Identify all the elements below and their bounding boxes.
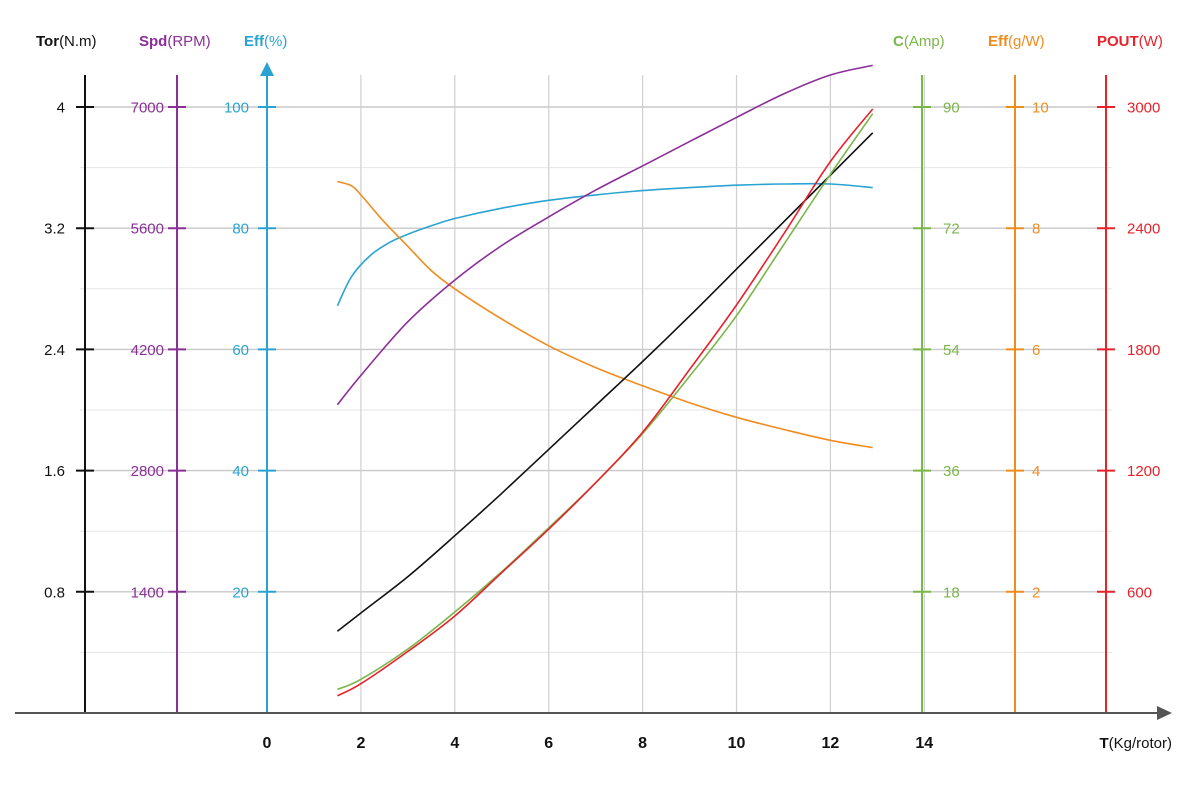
grid xyxy=(80,75,1112,713)
effg-tick-label: 8 xyxy=(1032,221,1040,238)
eff-axis: Eff(%) 100 80 60 40 20 xyxy=(224,33,287,713)
tor-tick-label: 4 xyxy=(57,100,65,117)
x-axis-arrow-icon xyxy=(1157,706,1172,720)
spd-tick-label: 1400 xyxy=(131,584,164,601)
spd-axis-title: Spd(RPM) xyxy=(139,33,211,50)
series-spd-line xyxy=(336,64,873,406)
effg-tick-label: 6 xyxy=(1032,342,1040,359)
pout-tick-label: 1200 xyxy=(1127,463,1160,480)
tor-tick-label: 0.8 xyxy=(44,584,65,601)
spd-tick-label: 7000 xyxy=(131,100,164,117)
x-tick-label: 0 xyxy=(263,735,272,752)
c-tick-label: 54 xyxy=(943,342,960,359)
x-axis: 0 2 4 6 8 10 12 14 T(Kg/rotor) xyxy=(15,706,1172,752)
effg-tick-label: 4 xyxy=(1032,463,1040,480)
series-tor-line xyxy=(336,132,874,632)
series-pout-line xyxy=(337,108,874,697)
eff-axis-arrow-icon xyxy=(260,62,274,76)
axes: Tor(N.m)43.22.41.60.8Spd(RPM)70005600420… xyxy=(36,33,1163,713)
x-tick-label: 6 xyxy=(544,735,553,752)
series-lines xyxy=(336,64,874,697)
spd-tick-label: 2800 xyxy=(131,463,164,480)
c-tick-label: 90 xyxy=(943,100,960,117)
eff-tick-label: 100 xyxy=(224,100,249,117)
spd-tick-label: 4200 xyxy=(131,342,164,359)
x-tick-label: 10 xyxy=(728,735,746,752)
tor-axis: Tor(N.m) 4 3.2 2.4 1.6 0.8 xyxy=(36,33,97,713)
c-axis: C(Amp) 90 72 54 36 18 xyxy=(893,33,960,713)
pout-axis-title: POUT(W) xyxy=(1097,33,1163,50)
c-tick-label: 72 xyxy=(943,221,960,238)
x-tick-label: 14 xyxy=(915,735,933,752)
spd-tick-label: 5600 xyxy=(131,221,164,238)
eff-tick-label: 20 xyxy=(232,584,249,601)
effg-tick-label: 10 xyxy=(1032,100,1049,117)
x-axis-title: T(Kg/rotor) xyxy=(1099,735,1172,752)
tor-tick-label: 2.4 xyxy=(44,342,65,359)
series-eff-line xyxy=(336,182,873,307)
x-tick-label: 12 xyxy=(822,735,840,752)
pout-tick-label: 1800 xyxy=(1127,342,1160,359)
c-axis-title: C(Amp) xyxy=(893,33,945,50)
effg-axis: Eff(g/W) 10 8 6 4 2 xyxy=(988,33,1049,713)
eff-tick-label: 60 xyxy=(232,342,249,359)
series-c-line xyxy=(337,113,874,691)
tor-tick-label: 1.6 xyxy=(44,463,65,480)
effg-axis-title: Eff(g/W) xyxy=(988,33,1045,50)
x-tick-label: 2 xyxy=(356,735,365,752)
series-effg-line xyxy=(337,180,873,449)
c-tick-label: 18 xyxy=(943,584,960,601)
spd-axis: Spd(RPM) 7000 5600 4200 2800 1400 xyxy=(131,33,211,713)
pout-tick-label: 2400 xyxy=(1127,221,1160,238)
tor-axis-title: Tor(N.m) xyxy=(36,33,97,50)
c-tick-label: 36 xyxy=(943,463,960,480)
x-tick-label: 4 xyxy=(450,735,459,752)
pout-tick-label: 600 xyxy=(1127,584,1152,601)
effg-tick-label: 2 xyxy=(1032,584,1040,601)
eff-axis-title: Eff(%) xyxy=(244,33,287,50)
pout-axis: POUT(W) 3000 2400 1800 1200 600 xyxy=(1097,33,1163,713)
tor-tick-label: 3.2 xyxy=(44,221,65,238)
eff-tick-label: 80 xyxy=(232,221,249,238)
pout-tick-label: 3000 xyxy=(1127,100,1160,117)
x-tick-label: 8 xyxy=(638,735,647,752)
eff-tick-label: 40 xyxy=(232,463,249,480)
